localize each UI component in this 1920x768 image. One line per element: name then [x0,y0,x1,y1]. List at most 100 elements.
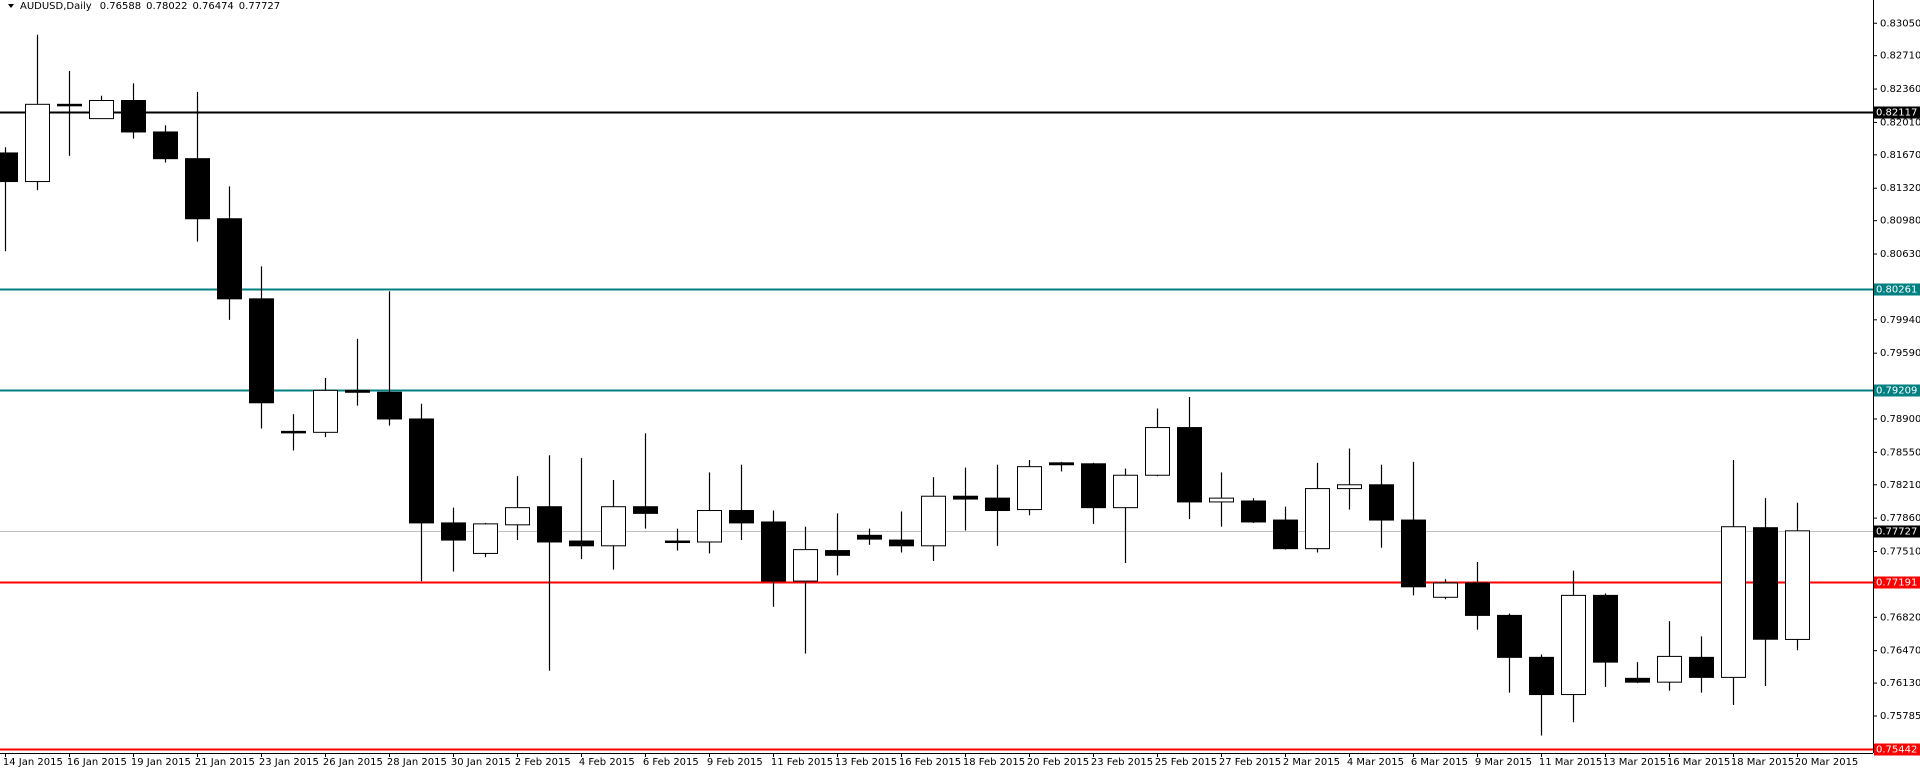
candle-body [313,389,338,433]
collapse-arrow[interactable] [8,4,14,8]
y-tick-label: 0.81320 [1880,183,1920,194]
candle-body [1497,614,1522,658]
x-tick-label: 4 Mar 2015 [1347,757,1404,768]
x-tick-label: 16 Mar 2015 [1667,757,1730,768]
x-tick-label: 27 Feb 2015 [1219,757,1281,768]
x-tick-label: 6 Mar 2015 [1411,757,1468,768]
candle-body [793,549,818,582]
candle-body [1561,594,1586,696]
candle-body [1657,655,1682,683]
candle-body [281,430,306,434]
level-label-bg [1874,384,1920,397]
x-tick-label: 20 Feb 2015 [1027,757,1089,768]
level-label: 0.82117 [1876,108,1917,119]
candle-body [857,534,882,540]
candle-body [953,495,978,500]
candle-body [569,540,594,547]
candle-body [1465,582,1490,616]
level-label: 0.80261 [1876,285,1917,296]
candle-body [249,298,274,404]
chart-title: AUDUSD,Daily [20,1,92,12]
level-label-bg [1874,106,1920,119]
candle-body [185,158,210,220]
header-ohlc-value: 0.76588 [100,1,141,12]
candle-body [1113,474,1138,509]
x-tick-label: 28 Jan 2015 [387,757,447,768]
x-tick-label: 19 Jan 2015 [131,757,191,768]
x-tick-label: 16 Feb 2015 [899,757,961,768]
x-tick-label: 11 Feb 2015 [771,757,833,768]
y-tick-label: 0.81670 [1880,150,1920,161]
candle-body [25,103,50,183]
x-tick-label: 2 Feb 2015 [515,757,571,768]
candle-body [377,391,402,420]
y-tick-label: 0.76820 [1880,612,1920,623]
x-tick-label: 13 Mar 2015 [1603,757,1666,768]
candle-body [409,418,434,524]
candle-body [121,100,146,133]
candle-body [633,506,658,514]
y-tick-label: 0.76130 [1880,678,1920,689]
x-tick-label: 25 Feb 2015 [1155,757,1217,768]
candle-body [1273,519,1298,550]
candle-body [697,510,722,543]
x-tick-label: 11 Mar 2015 [1539,757,1602,768]
level-label: 0.75442 [1876,745,1917,756]
header-ohlc-value: 0.76474 [192,1,233,12]
candle-body [89,100,114,120]
candle-body [601,506,626,547]
plot-area [0,34,1873,751]
candle-body [1145,427,1170,476]
candle-body [665,540,690,544]
y-tick-label: 0.77510 [1880,547,1920,558]
y-tick-label: 0.82710 [1880,51,1920,62]
candle-body [217,218,242,300]
level-label: 0.77727 [1876,527,1917,538]
candle-body [1337,484,1362,490]
header-ohlc-value: 0.78022 [146,1,187,12]
x-tick-label: 26 Jan 2015 [323,757,383,768]
candle-body [921,495,946,547]
x-tick-label: 23 Jan 2015 [259,757,319,768]
candle-body [1049,462,1074,466]
level-label-bg [1874,525,1920,538]
y-tick-label: 0.78210 [1880,480,1920,491]
x-tick-label: 20 Mar 2015 [1795,757,1858,768]
y-tick-label: 0.83050 [1880,18,1920,29]
y-tick-label: 0.82010 [1880,117,1920,128]
candle-body [1081,463,1106,509]
x-tick-label: 13 Feb 2015 [835,757,897,768]
candle-body [473,523,498,554]
candle-body [1433,582,1458,598]
x-tick-label: 9 Mar 2015 [1475,757,1532,768]
y-tick-label: 0.79940 [1880,315,1920,326]
y-tick-label: 0.79590 [1880,348,1920,359]
candle-body [0,152,18,183]
level-label-bg [1874,283,1920,296]
x-tick-label: 4 Feb 2015 [579,757,635,768]
level-label: 0.77191 [1876,578,1917,589]
candle-body [1625,677,1650,683]
candle-body [153,131,178,160]
x-tick-label: 16 Jan 2015 [67,757,127,768]
level-label-bg [1874,743,1920,756]
candle-body [1305,488,1330,550]
x-tick-label: 21 Jan 2015 [195,757,255,768]
candle-body [345,389,370,393]
y-tick-label: 0.78900 [1880,414,1920,425]
candle-body [1177,427,1202,503]
candle-body [729,510,754,524]
candle-body [1529,656,1554,696]
candle-body [1017,466,1042,511]
candle-body [1209,497,1234,503]
x-tick-label: 9 Feb 2015 [707,757,763,768]
candle-body [441,522,466,541]
level-label: 0.79209 [1876,386,1917,397]
y-tick-label: 0.78550 [1880,447,1920,458]
candle-body [1401,519,1426,588]
y-tick-label: 0.77860 [1880,513,1920,524]
candle-body [985,497,1010,512]
candle-body [1241,500,1266,523]
candle-body [505,507,530,526]
